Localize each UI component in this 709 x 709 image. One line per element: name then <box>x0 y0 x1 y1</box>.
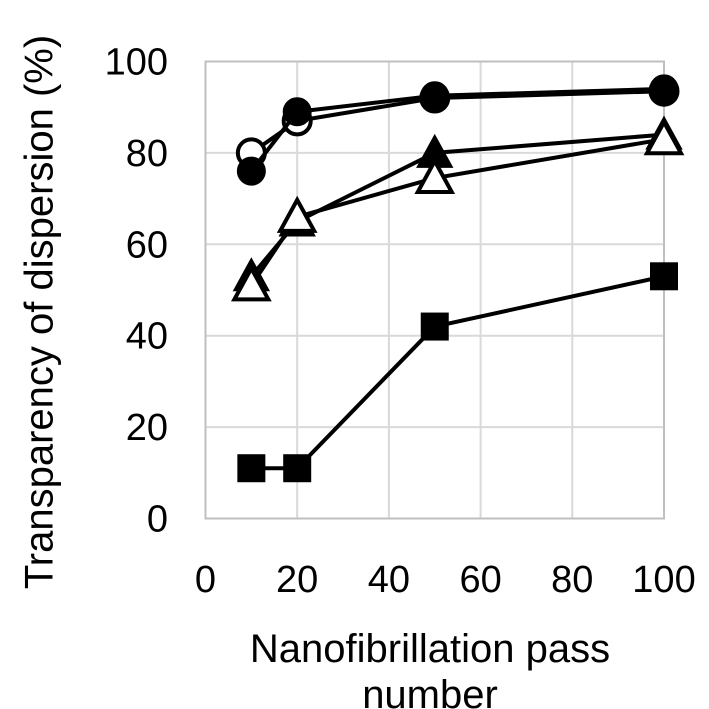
x-tick-labels: 0 20 40 60 80 100 <box>195 559 696 601</box>
svg-text:20: 20 <box>126 407 168 449</box>
svg-text:60: 60 <box>459 559 501 601</box>
series-open-triangle <box>230 118 685 302</box>
svg-text:100: 100 <box>105 42 168 84</box>
y-tick-labels: 0 20 40 60 80 100 <box>105 42 168 541</box>
svg-text:0: 0 <box>147 499 168 541</box>
svg-text:40: 40 <box>368 559 410 601</box>
svg-text:60: 60 <box>126 224 168 266</box>
series-filled-square <box>237 262 678 483</box>
svg-text:80: 80 <box>126 133 168 175</box>
svg-text:40: 40 <box>126 316 168 358</box>
svg-text:0: 0 <box>195 559 216 601</box>
x-axis-title: Nanofibrillation pass number <box>249 627 611 709</box>
series-filled-circle <box>236 74 679 186</box>
svg-text:100: 100 <box>632 559 695 601</box>
svg-text:20: 20 <box>276 559 318 601</box>
svg-text:80: 80 <box>551 559 593 601</box>
